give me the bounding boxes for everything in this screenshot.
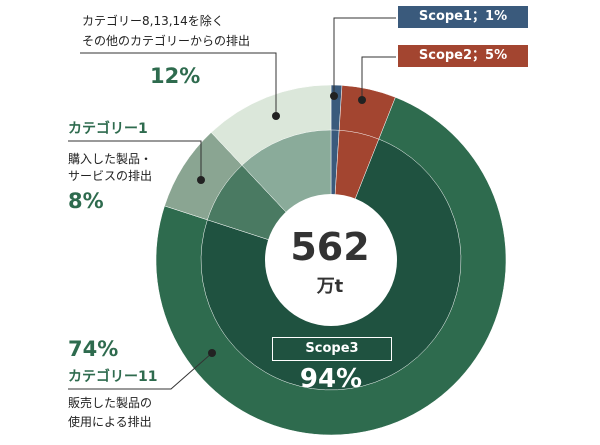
scope2-tag: Scope2；5%: [398, 45, 528, 67]
leader-line-cat1: [68, 140, 202, 180]
scope3-pct: 94%: [299, 364, 363, 394]
cat11-pct: 74%: [68, 337, 119, 361]
leader-dot-cat11: [208, 349, 216, 357]
leader-line-other: [80, 52, 277, 116]
leader-line-scope1: [333, 17, 396, 96]
leader-line-scope2: [361, 56, 396, 100]
cat11-desc-line1: 販売した製品の: [68, 396, 153, 410]
cat11-title: カテゴリー11: [68, 369, 158, 385]
leader-dot-cat1: [197, 176, 205, 184]
leader-dot-scope1: [330, 92, 338, 100]
cat1-desc-line1: 購入した製品・: [68, 152, 153, 166]
other-desc-line2: その他のカテゴリーからの排出: [82, 34, 251, 48]
other-desc-line1: カテゴリー8,13,14を除く: [82, 14, 224, 28]
cat1-title: カテゴリー1: [68, 121, 148, 137]
leader-dot-scope2: [358, 96, 366, 104]
center-hole: [265, 194, 397, 326]
cat1-pct: 8%: [68, 189, 104, 213]
total-unit: 万t: [316, 276, 344, 297]
scope1-tag: Scope1；1%: [398, 6, 528, 28]
leader-dot-other: [272, 112, 280, 120]
cat1-desc-line2: サービスの排出: [68, 169, 153, 183]
scope3-label: Scope3: [272, 337, 392, 361]
total-value: 562: [290, 225, 370, 269]
leader-line-cat11: [68, 352, 213, 390]
cat11-desc-line2: 使用による排出: [68, 415, 152, 429]
other-pct: 12%: [150, 64, 201, 88]
